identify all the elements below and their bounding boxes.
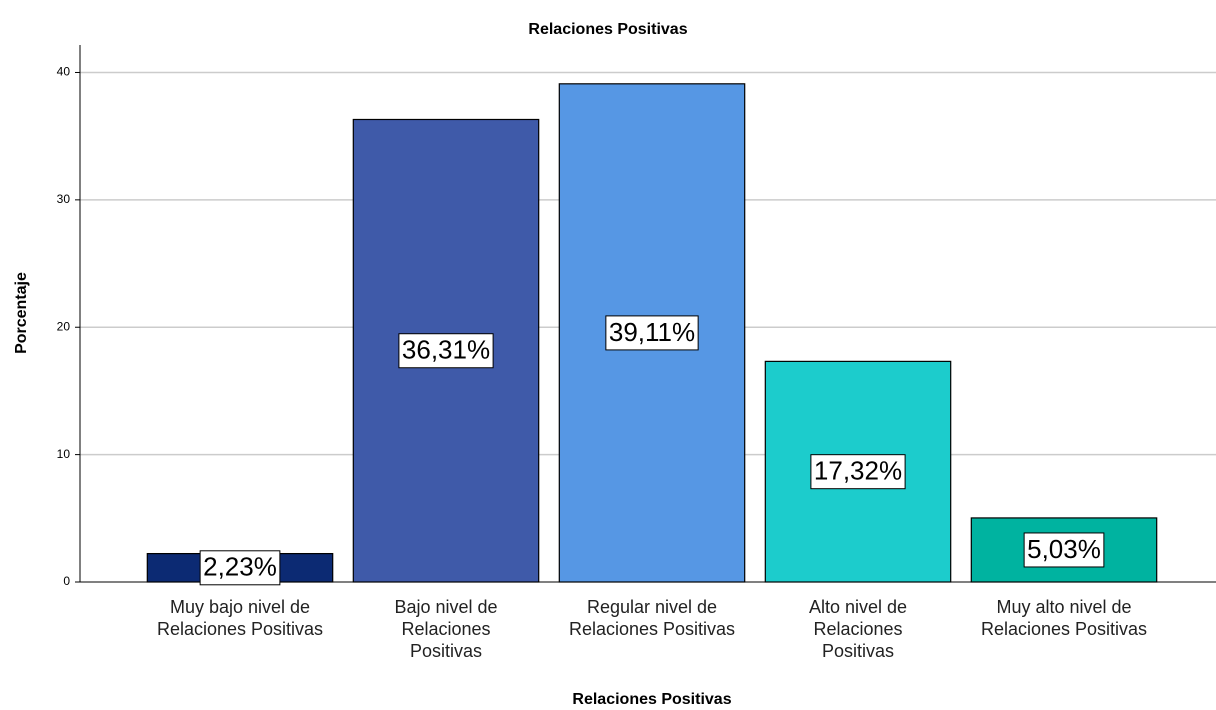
y-tick-label: 20 <box>57 319 71 333</box>
y-tick-label: 10 <box>57 447 71 461</box>
value-label: 2,23% <box>203 552 277 582</box>
value-label-box <box>199 550 281 586</box>
x-tick-label: Bajo nivel de Relaciones Positivas <box>394 597 498 661</box>
chart-title: Relaciones Positivas <box>528 21 687 38</box>
value-label: 5,03% <box>1027 534 1101 564</box>
value-label-box <box>398 333 494 369</box>
value-label-box <box>1023 532 1105 568</box>
x-tick-label: Regular nivel de Relaciones Positivas <box>568 597 736 639</box>
value-label: 39,11% <box>609 317 695 347</box>
value-label: 17,32% <box>814 456 902 486</box>
value-label-box <box>810 454 906 490</box>
value-label-box <box>605 315 699 351</box>
y-tick-label: 0 <box>63 574 70 588</box>
y-tick-label: 40 <box>57 65 71 79</box>
x-tick-label: Alto nivel de Relaciones Positivas <box>808 597 908 661</box>
x-axis-title: Relaciones Positivas <box>572 691 731 708</box>
x-tick-label: Muy alto nivel de Relaciones Positivas <box>980 597 1148 639</box>
y-axis-title: Porcentaje <box>13 272 30 354</box>
x-tick-label: Muy bajo nivel de Relaciones Positivas <box>156 597 324 639</box>
y-tick-label: 30 <box>57 192 71 206</box>
value-label: 36,31% <box>402 335 490 365</box>
